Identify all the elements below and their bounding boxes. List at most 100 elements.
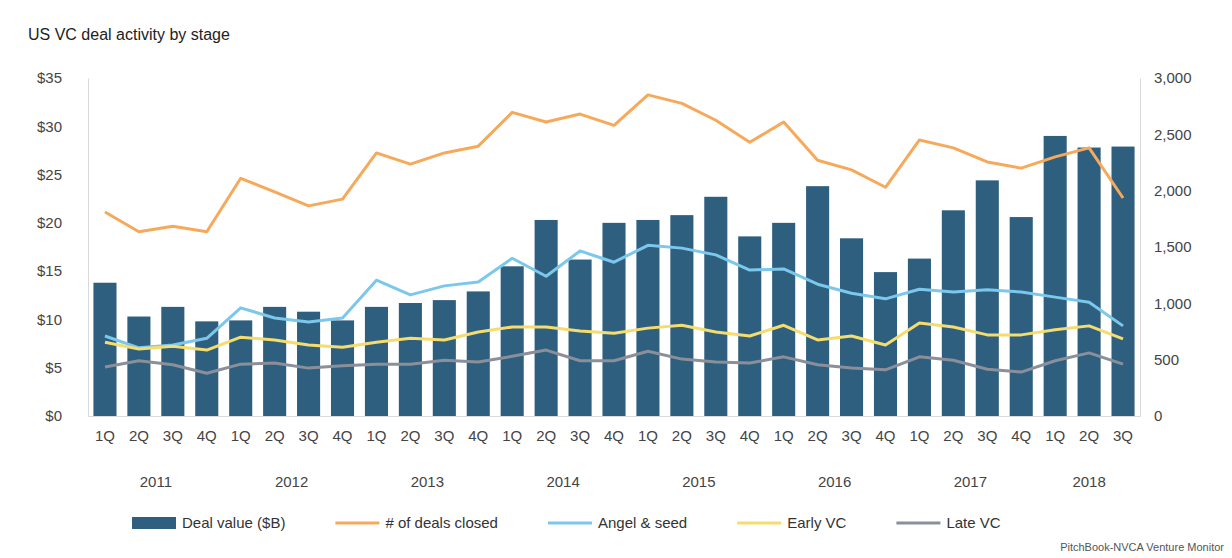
title: US VC deal activity by stage: [28, 26, 230, 43]
tick-label: 3Q: [1113, 427, 1133, 444]
tick-label: 1Q: [366, 427, 386, 444]
bar: [942, 210, 965, 416]
tick-label: 2Q: [1079, 427, 1099, 444]
tick: 2Q: [672, 416, 692, 444]
tick: 2Q: [400, 416, 420, 444]
tick: 4Q: [333, 416, 353, 444]
tick-label: 4Q: [197, 427, 217, 444]
tick: 1Q: [638, 416, 658, 444]
line: [105, 350, 1123, 373]
tick-label: $30: [37, 118, 62, 135]
tick: 1Q: [774, 416, 794, 444]
tick-label: 1Q: [909, 427, 929, 444]
tick: $35: [37, 69, 88, 86]
tick-label: $0: [45, 407, 62, 424]
tick-label: 1,500: [1154, 238, 1192, 255]
tick-label: 2Q: [265, 427, 285, 444]
bar: [467, 291, 490, 416]
tick: 1Q: [909, 416, 929, 444]
tick: 3Q: [842, 416, 862, 444]
bar: [806, 186, 829, 416]
tick: 2Q: [1079, 416, 1099, 444]
source: PitchBook-NVCA Venture Monitor: [1060, 541, 1224, 553]
legend-item: Late VC: [896, 514, 1000, 531]
tick: $0: [45, 407, 88, 424]
y-axis: $0 $5 $10 $15 $20 $25 $30 $35: [37, 69, 89, 424]
tick-label: 2Q: [943, 427, 963, 444]
tick: 2Q: [265, 416, 285, 444]
tick: 2,500: [1140, 126, 1192, 143]
bar: [161, 307, 184, 416]
tick: 3Q: [434, 416, 454, 444]
tick: 2Q: [808, 416, 828, 444]
legend-label: # of deals closed: [385, 514, 498, 531]
tick-label: 3Q: [977, 427, 997, 444]
bar: [127, 317, 150, 416]
line: [105, 95, 1123, 232]
tick: 3Q: [163, 416, 183, 444]
tick: $15: [37, 262, 88, 279]
tick: $20: [37, 214, 88, 231]
legend-item: Angel & seed: [548, 514, 687, 531]
bar: [195, 321, 218, 416]
tick: $10: [37, 311, 88, 328]
tick-label: 2Q: [536, 427, 556, 444]
tick: $25: [37, 166, 88, 183]
group-label: 2015: [682, 473, 715, 490]
bar: [908, 259, 931, 416]
tick-label: 4Q: [333, 427, 353, 444]
tick: 4Q: [604, 416, 624, 444]
bar: [670, 215, 693, 416]
tick-label: 2Q: [400, 427, 420, 444]
bar: [1078, 148, 1101, 416]
legend-swatch: [132, 517, 176, 529]
tick: 3Q: [1113, 416, 1133, 444]
tick: 1Q: [1045, 416, 1065, 444]
bar: [331, 320, 354, 416]
tick: 3,000: [1140, 69, 1192, 86]
tick-label: 3Q: [706, 427, 726, 444]
bar: [229, 320, 252, 416]
legend-item: # of deals closed: [335, 514, 498, 531]
tick: 2Q: [129, 416, 149, 444]
legend-item: Deal value ($B): [132, 514, 285, 531]
tick-label: $5: [45, 359, 62, 376]
legend-swatch: [335, 522, 379, 525]
tick: 4Q: [740, 416, 760, 444]
tick: $5: [45, 359, 88, 376]
bar: [704, 197, 727, 416]
tick-label: 3Q: [842, 427, 862, 444]
tick: 1Q: [95, 416, 115, 444]
tick-label: 2,500: [1154, 126, 1192, 143]
tick-label: 1Q: [774, 427, 794, 444]
tick: 1,000: [1140, 295, 1192, 312]
legend-label: Angel & seed: [598, 514, 687, 531]
tick-label: 1Q: [1045, 427, 1065, 444]
tick-label: 3Q: [434, 427, 454, 444]
tick-label: 2Q: [672, 427, 692, 444]
plot-area: $0$5$10$15$20$25$30$3505001,0001,5002,00…: [37, 69, 1192, 490]
tick-label: 1Q: [95, 427, 115, 444]
bar: [399, 303, 422, 416]
y2-axis: 05001,0001,5002,0002,5003,000: [1140, 69, 1192, 424]
tick: 2,000: [1140, 182, 1192, 199]
tick-label: 2,000: [1154, 182, 1192, 199]
bar: [433, 300, 456, 416]
legend: Deal value ($B) # of deals closed Angel & …: [132, 514, 1001, 531]
tick: 1Q: [231, 416, 251, 444]
group-label: 2014: [546, 473, 579, 490]
legend-swatch: [737, 522, 781, 525]
legend-label: Early VC: [787, 514, 846, 531]
legend-item: Early VC: [737, 514, 846, 531]
tick: 1Q: [366, 416, 386, 444]
bar: [840, 238, 863, 416]
bar: [535, 220, 558, 416]
tick: 3Q: [706, 416, 726, 444]
bar: [569, 260, 592, 416]
bar: [1010, 217, 1033, 416]
axis-line: [1140, 79, 1141, 417]
tick: 500: [1140, 351, 1179, 368]
legend-label: Late VC: [946, 514, 1000, 531]
line: [105, 323, 1123, 350]
group-label: 2016: [818, 473, 851, 490]
